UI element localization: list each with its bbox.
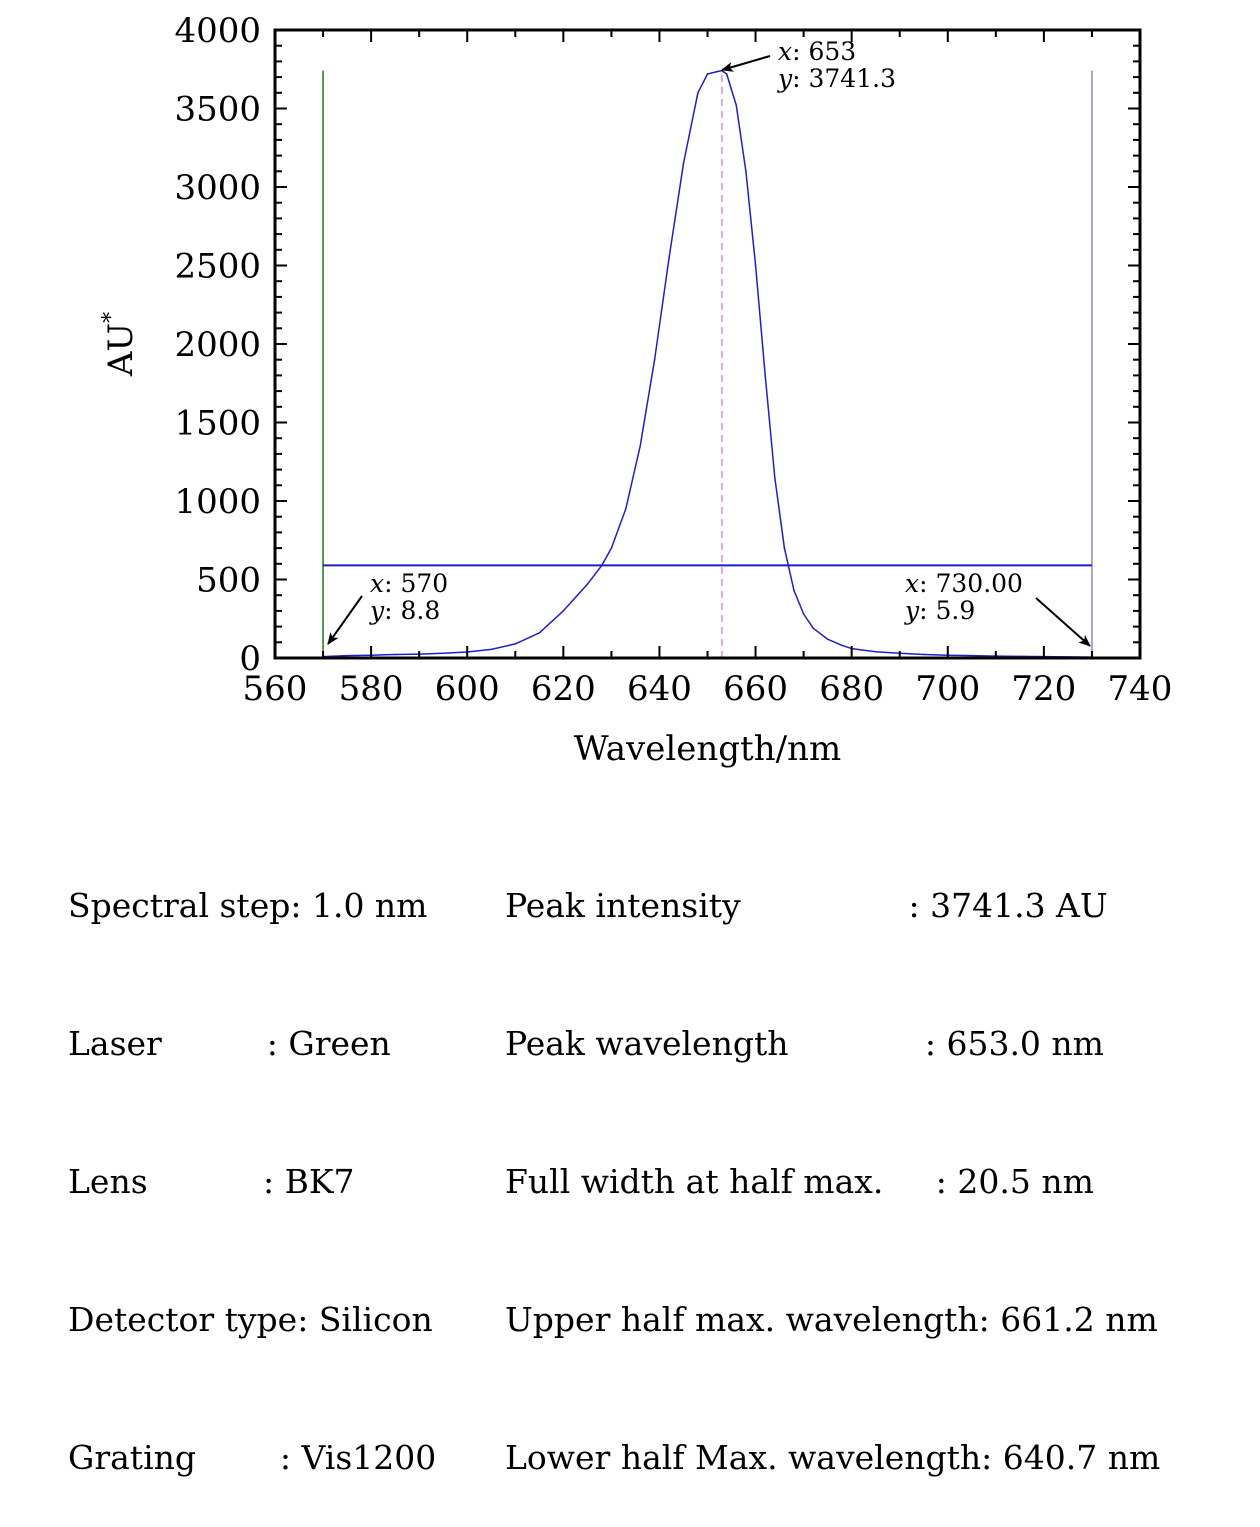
y-tick-label: 1000 [174,482,261,522]
info-left-line: Spectral step: 1.0 nm [68,886,428,925]
peak-annotation-y: y: 3741.3 [777,64,896,93]
x-tick-label: 660 [723,669,788,709]
info-left-line: Lens : BK7 [68,1162,355,1201]
data-point [346,654,348,657]
right-annotation-arrow [1035,597,1091,647]
data-point [653,358,656,361]
left-annotation-y: y: 8.8 [369,596,440,625]
info-right-block: Peak intensity : 3741.3 AU Peak waveleng… [505,791,1160,1527]
info-right-line: Lower half Max. wavelength: 640.7 nm [505,1438,1161,1477]
left-annotation-arrow [327,595,363,645]
data-point [490,648,493,651]
data-point [625,508,627,510]
y-tick-label: 3000 [174,168,261,208]
spectrum-chart: 560 580 600 620 640 660 680 700 720 740 0 500 1000 15… [99,11,1173,769]
data-point [706,73,709,75]
x-tick-label: 600 [435,669,500,709]
data-point [586,583,589,586]
x-axis-label: Wavelength/nm [574,729,841,769]
info-left-line: Detector type: Silicon [68,1300,433,1339]
data-point [826,638,829,640]
data-point [773,476,776,479]
data-point [562,610,565,612]
info-left-block: Spectral step: 1.0 nm Laser : Green Lens… [68,791,436,1527]
info-right-line: Full width at half max. : 20.5 nm [505,1162,1094,1201]
y-tick-label: 4000 [174,11,261,51]
left-annotation-x: x: 570 [370,569,448,598]
y-tick-label: 0 [239,639,261,679]
peak-annotation-arrow [721,55,771,72]
info-right-line: Peak wavelength : 653.0 nm [505,1024,1104,1063]
x-tick-label: 720 [1011,669,1076,709]
data-point [874,650,877,653]
x-tick-label: 620 [531,669,596,709]
spectrum-line [323,69,1092,658]
info-right-line: Upper half max. wavelength: 661.2 nm [505,1300,1158,1339]
data-point [514,643,517,645]
data-point [668,256,670,259]
data-point [745,170,747,173]
y-tick-label: 3500 [174,90,261,130]
data-point [600,564,603,567]
plot-frame [273,28,1142,660]
data-point [802,613,805,615]
x-tick-label: 580 [339,669,404,709]
y-tick-label: 1500 [174,404,261,444]
info-left-line: Laser : Green [68,1024,391,1063]
y-tick-label: 500 [196,561,261,601]
info-right-line: Peak intensity : 3741.3 AU [505,886,1108,925]
data-point [783,547,786,549]
right-annotation-x: x: 730.00 [905,569,1023,598]
x-tick-label: 560 [243,669,308,709]
data-point [538,632,541,634]
info-left-line: Grating : Vis1200 [68,1438,437,1477]
data-point [725,73,728,75]
y-axis-label-superscript: * [99,312,124,323]
data-point [841,644,843,647]
data-point [812,627,815,629]
y-axis-label: AU* [99,312,141,377]
data-point [394,653,396,656]
x-tick-label: 640 [627,669,692,709]
peak-annotation-x: x: 653 [778,37,856,66]
data-point [697,92,699,94]
y-axis-label-text: AU [101,323,141,377]
y-tick-label: 2500 [174,247,261,287]
data-point [922,653,925,656]
data-point [764,374,766,377]
data-point [716,70,718,73]
data-point [442,652,444,655]
data-point [754,264,757,267]
data-point [639,445,642,447]
y-tick-label: 2000 [174,325,261,365]
data-point [735,104,738,107]
data-point [610,547,613,549]
data-point [793,589,795,592]
x-tick-label: 700 [915,669,980,709]
right-annotation-y: y: 5.9 [904,596,975,625]
x-tick-label: 740 [1108,669,1173,709]
x-tick-label: 680 [819,669,884,709]
data-point [971,654,973,657]
data-point [682,162,685,165]
